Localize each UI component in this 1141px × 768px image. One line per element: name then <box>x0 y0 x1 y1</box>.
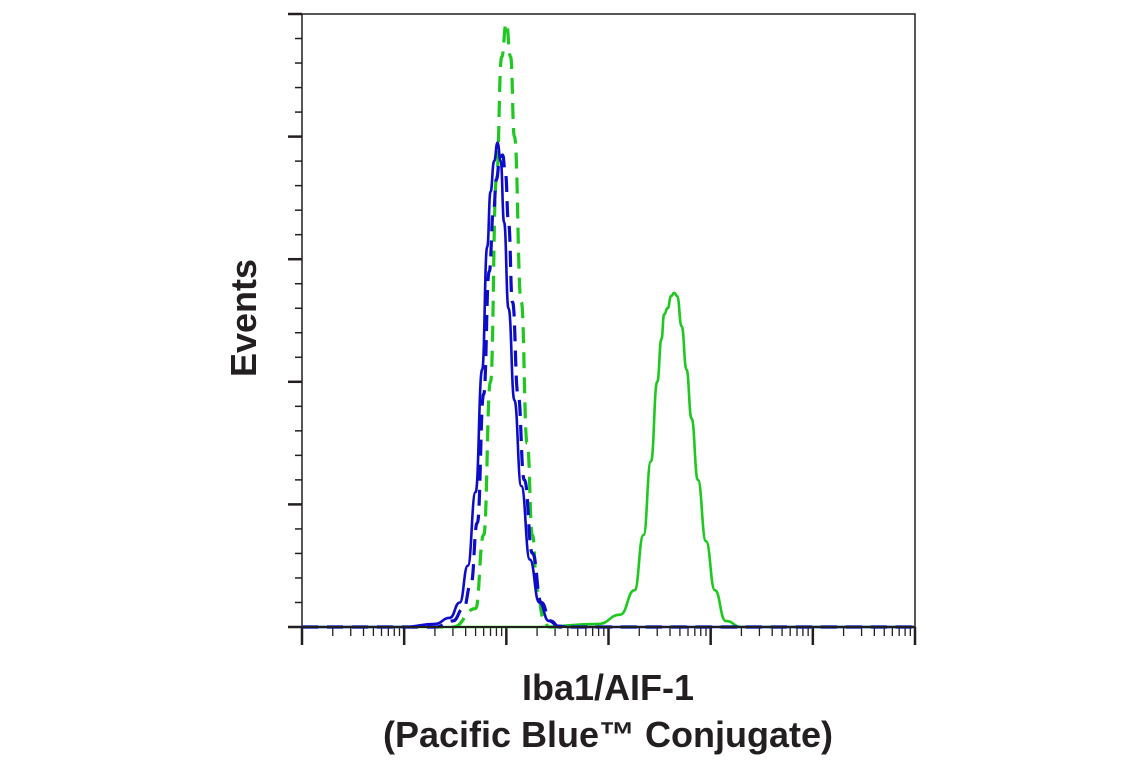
x-axis-title-line1: Iba1/AIF-1 <box>522 667 694 708</box>
x-axis-ticks <box>300 627 917 645</box>
x-axis-title-line2: (Pacific Blue™ Conjugate) <box>383 714 833 755</box>
y-axis-title: Events <box>223 259 264 377</box>
series-line-1 <box>302 291 915 629</box>
series-layer <box>302 21 915 629</box>
y-axis-ticks <box>288 12 302 629</box>
series-line-3 <box>302 141 915 629</box>
plot-frame <box>301 13 916 628</box>
series-line-4 <box>302 153 915 629</box>
series-line-2 <box>302 21 915 629</box>
